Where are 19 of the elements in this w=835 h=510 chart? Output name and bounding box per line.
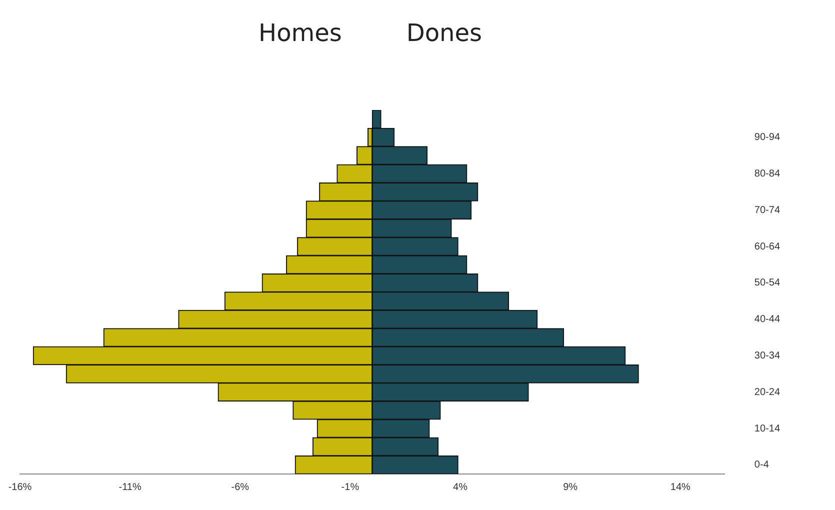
y-tick-label: 70-74: [754, 204, 780, 216]
text: Dones: [406, 19, 482, 48]
x-tick-label: -6%: [231, 482, 250, 493]
text: Homes: [258, 19, 342, 48]
x-tick-label: -11%: [118, 482, 142, 493]
y-tick-label: 10-14: [754, 423, 780, 434]
y-tick-label: 0-4: [754, 460, 770, 471]
x-tick-label: 14%: [670, 482, 691, 493]
x-tick-label: -1%: [341, 482, 360, 493]
y-tick-label: 60-64: [754, 241, 780, 252]
y-tick-label: 40-44: [754, 314, 780, 326]
x-tick-label: -16%: [8, 482, 32, 493]
y-tick-label: 80-84: [754, 168, 780, 180]
x-tick-label: 9%: [563, 482, 578, 493]
y-tick-label: 20-24: [754, 386, 780, 398]
y-tick-label: 50-54: [754, 278, 780, 289]
x-tick-label: 4%: [453, 482, 468, 493]
y-tick-label: 90-94: [754, 132, 780, 144]
y-tick-label: 30-34: [754, 350, 780, 362]
